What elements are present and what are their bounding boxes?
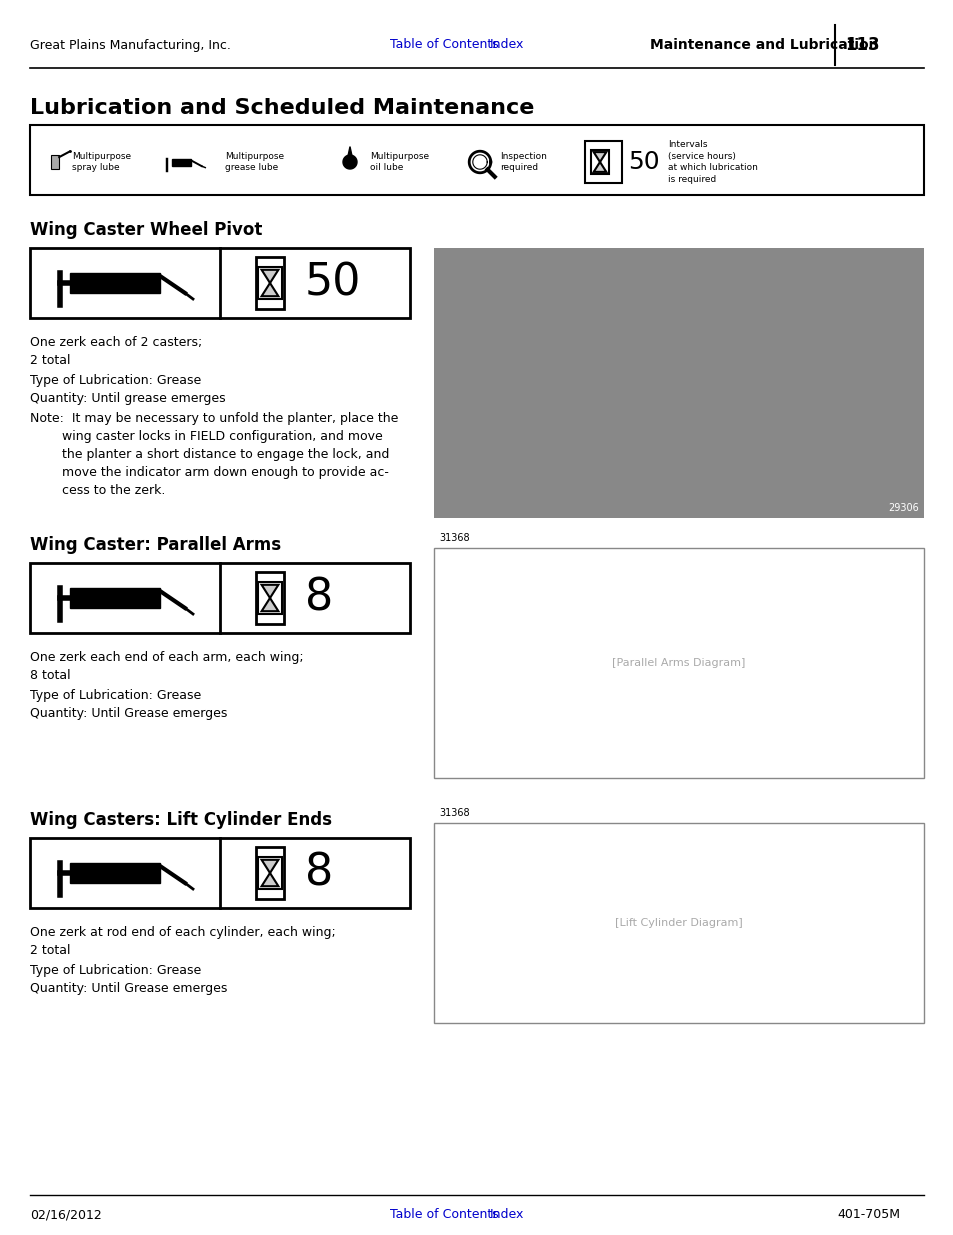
Text: Multipurpose
grease lube: Multipurpose grease lube xyxy=(225,152,284,173)
Text: Type of Lubrication: Grease
Quantity: Until grease emerges: Type of Lubrication: Grease Quantity: Un… xyxy=(30,374,226,405)
Text: Multipurpose
spray lube: Multipurpose spray lube xyxy=(71,152,131,173)
Bar xyxy=(255,847,284,899)
Bar xyxy=(434,548,923,778)
Bar xyxy=(70,863,160,883)
Text: Wing Caster Wheel Pivot: Wing Caster Wheel Pivot xyxy=(30,221,262,240)
Text: Note:  It may be necessary to unfold the planter, place the
        wing caster : Note: It may be necessary to unfold the … xyxy=(30,412,398,496)
Text: Inspection
required: Inspection required xyxy=(499,152,546,173)
Text: 50: 50 xyxy=(627,149,659,174)
Bar xyxy=(257,857,282,889)
Text: 113: 113 xyxy=(844,36,879,54)
Text: Multipurpose
oil lube: Multipurpose oil lube xyxy=(370,152,429,173)
Text: 50: 50 xyxy=(305,262,361,305)
Text: Table of Contents: Table of Contents xyxy=(390,38,498,52)
FancyBboxPatch shape xyxy=(30,125,923,195)
Bar xyxy=(30,839,410,908)
Text: 02/16/2012: 02/16/2012 xyxy=(30,1209,102,1221)
Polygon shape xyxy=(261,269,278,283)
Text: Index: Index xyxy=(490,1209,524,1221)
Polygon shape xyxy=(348,147,352,157)
Text: Table of Contents: Table of Contents xyxy=(390,1209,498,1221)
Text: 8: 8 xyxy=(305,577,333,620)
Polygon shape xyxy=(343,156,356,169)
Bar xyxy=(30,563,410,634)
Bar xyxy=(70,588,160,608)
Text: One zerk at rod end of each cylinder, each wing;
2 total: One zerk at rod end of each cylinder, ea… xyxy=(30,926,335,957)
Text: [Lift Cylinder Diagram]: [Lift Cylinder Diagram] xyxy=(615,918,742,927)
Text: 31368: 31368 xyxy=(438,808,469,818)
Polygon shape xyxy=(593,162,606,172)
Polygon shape xyxy=(261,860,278,873)
Text: One zerk each end of each arm, each wing;
8 total: One zerk each end of each arm, each wing… xyxy=(30,651,303,682)
Bar xyxy=(257,268,282,299)
Text: Maintenance and Lubrication: Maintenance and Lubrication xyxy=(649,38,878,52)
Polygon shape xyxy=(261,283,278,296)
Text: 401-705M: 401-705M xyxy=(836,1209,899,1221)
Text: [Parallel Arms Diagram]: [Parallel Arms Diagram] xyxy=(612,658,745,668)
Text: 29306: 29306 xyxy=(887,503,918,513)
Text: Intervals
(service hours)
at which lubrication
is required: Intervals (service hours) at which lubri… xyxy=(667,140,757,184)
Bar xyxy=(255,572,284,624)
Text: One zerk each of 2 casters;
2 total: One zerk each of 2 casters; 2 total xyxy=(30,336,202,367)
Text: Wing Caster: Parallel Arms: Wing Caster: Parallel Arms xyxy=(30,536,281,555)
Bar xyxy=(51,156,59,169)
Text: Great Plains Manufacturing, Inc.: Great Plains Manufacturing, Inc. xyxy=(30,38,231,52)
Text: Index: Index xyxy=(490,38,524,52)
Bar xyxy=(70,273,160,293)
Text: Wing Casters: Lift Cylinder Ends: Wing Casters: Lift Cylinder Ends xyxy=(30,811,332,829)
Text: Type of Lubrication: Grease
Quantity: Until Grease emerges: Type of Lubrication: Grease Quantity: Un… xyxy=(30,965,227,995)
Text: Lubrication and Scheduled Maintenance: Lubrication and Scheduled Maintenance xyxy=(30,98,534,119)
Bar xyxy=(30,248,410,317)
Polygon shape xyxy=(261,585,278,598)
Bar xyxy=(257,583,282,614)
Polygon shape xyxy=(593,152,606,162)
Text: 31368: 31368 xyxy=(438,534,469,543)
Bar xyxy=(584,141,621,183)
Text: 8: 8 xyxy=(305,851,333,894)
Text: Type of Lubrication: Grease
Quantity: Until Grease emerges: Type of Lubrication: Grease Quantity: Un… xyxy=(30,689,227,720)
Bar xyxy=(590,151,608,174)
Bar xyxy=(172,158,192,165)
Polygon shape xyxy=(261,873,278,887)
Bar xyxy=(255,257,284,309)
Polygon shape xyxy=(261,598,278,611)
Bar xyxy=(434,248,923,517)
Bar xyxy=(434,823,923,1023)
